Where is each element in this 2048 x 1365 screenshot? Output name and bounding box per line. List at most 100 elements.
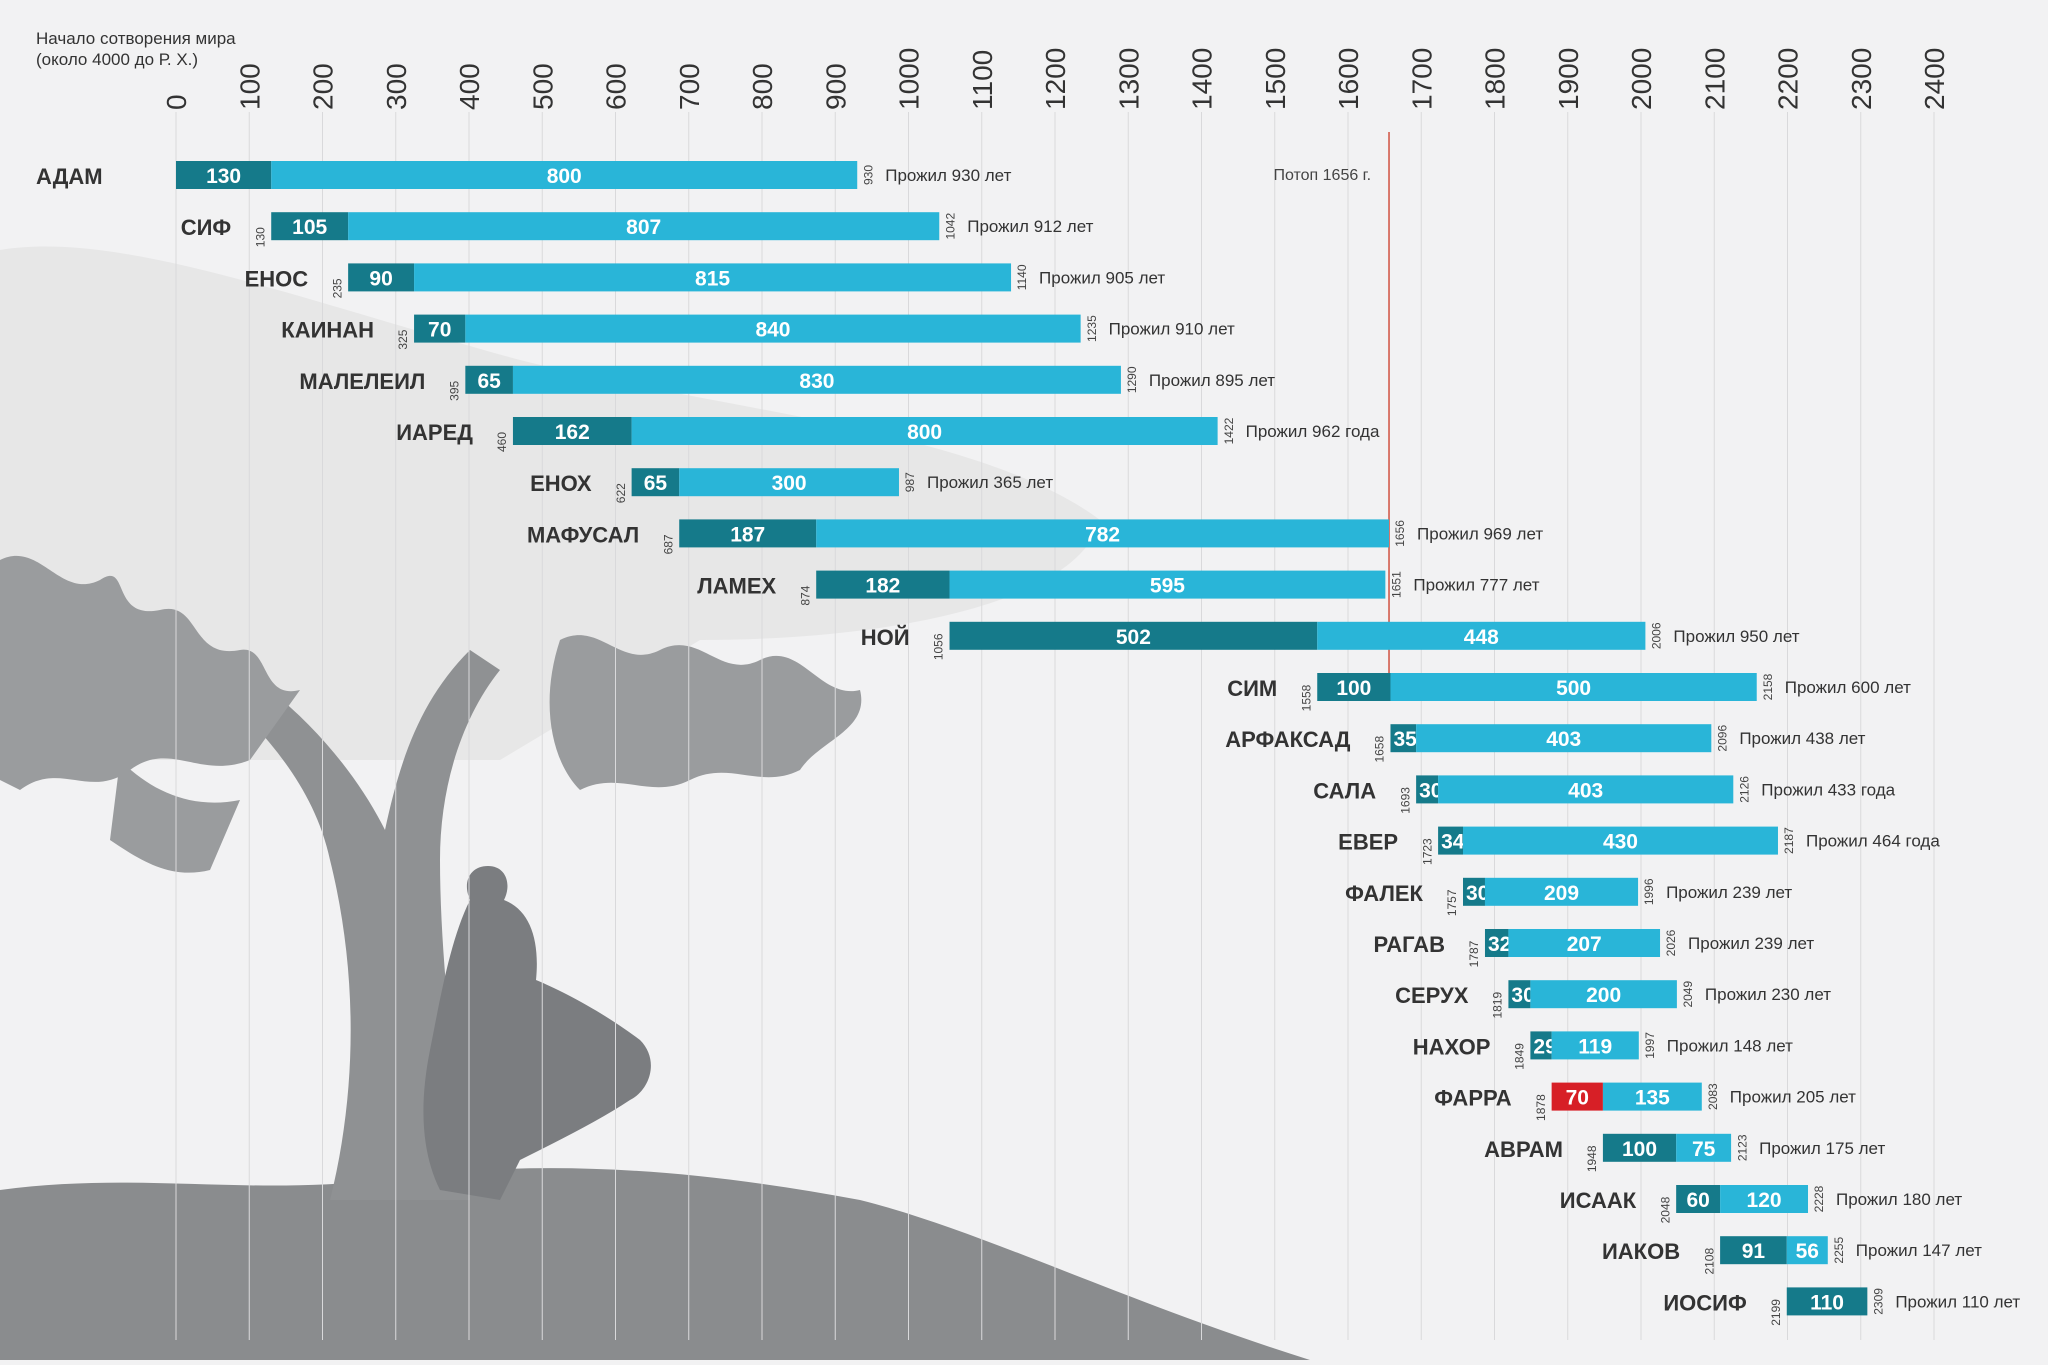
person-name: ЕНОХ <box>530 471 592 496</box>
bar-after <box>679 468 899 497</box>
death-year-label: 2049 <box>1681 981 1695 1008</box>
bar-before <box>1438 826 1464 855</box>
bar-after <box>631 417 1218 445</box>
lifespan-label: Прожил 239 лет <box>1666 883 1792 902</box>
death-year-label: 2006 <box>1650 622 1664 649</box>
lifespan-label: Прожил 930 лет <box>885 166 1011 185</box>
bar-before <box>1530 1031 1552 1060</box>
death-year-label: 2158 <box>1761 673 1775 700</box>
death-year-label: 2228 <box>1812 1185 1826 1212</box>
value-label-before: 70 <box>1566 1087 1589 1110</box>
lifespan-label: Прожил 950 лет <box>1673 627 1799 646</box>
bar-after <box>816 519 1390 548</box>
flood-label: Потоп 1656 г. <box>1273 167 1371 184</box>
birth-year-label: 874 <box>798 585 812 605</box>
value-label-after: 207 <box>1567 933 1602 956</box>
x-tick-label: 1600 <box>1333 48 1364 110</box>
x-tick-label: 2400 <box>1919 48 1950 110</box>
value-label-after: 119 <box>1578 1035 1612 1058</box>
bar-after <box>1551 1031 1639 1060</box>
birth-year-label: 130 <box>253 227 267 247</box>
birth-year-label: 687 <box>661 534 675 554</box>
value-label-after: 448 <box>1464 626 1499 649</box>
value-label-after: 300 <box>772 472 807 495</box>
tree-illustration <box>0 246 1310 1360</box>
bar-before <box>1463 877 1485 906</box>
bar-after <box>949 570 1386 599</box>
birth-year-label: 622 <box>614 483 628 503</box>
value-label-after: 430 <box>1603 831 1638 854</box>
value-label-before: 100 <box>1336 677 1371 700</box>
bar-after <box>1530 980 1677 1009</box>
value-label-before: 502 <box>1116 626 1151 649</box>
x-tick-label: 1100 <box>967 50 998 110</box>
lifespan-label: Прожил 148 лет <box>1667 1036 1793 1055</box>
x-tick-label: 100 <box>234 63 265 110</box>
person-name: ИОСИФ <box>1663 1290 1747 1315</box>
x-tick-label: 1500 <box>1260 48 1291 110</box>
bar-before <box>679 519 817 548</box>
x-axis-ticks: 0 100 200 300 400 500 600 700 800 900 1000 1100 1200… <box>161 48 1950 110</box>
person-name: ИАРЕД <box>396 420 473 445</box>
birth-year-label: 1056 <box>932 633 946 660</box>
value-label-before: 105 <box>292 216 327 239</box>
bar-after <box>1463 826 1778 855</box>
x-tick-label: 900 <box>820 63 851 110</box>
lifespan-label: Прожил 464 года <box>1806 832 1940 851</box>
value-label-before: 29 <box>1533 1035 1556 1058</box>
value-label-before: 30 <box>1511 984 1534 1007</box>
bar-before <box>1484 929 1509 957</box>
value-label-after: 782 <box>1085 523 1120 546</box>
birth-year-label: 1948 <box>1585 1145 1599 1172</box>
bar-after <box>1484 877 1639 906</box>
death-year-label: 2096 <box>1715 725 1729 752</box>
x-tick-label: 2200 <box>1773 48 1804 110</box>
x-tick-label: 400 <box>454 63 485 110</box>
bar-after <box>414 263 1012 292</box>
bar-after <box>1602 1082 1702 1111</box>
death-year-label: 1290 <box>1125 366 1139 393</box>
x-tick-label: 2000 <box>1626 48 1657 110</box>
person-name: АВРАМ <box>1484 1137 1563 1162</box>
death-year-label: 987 <box>903 472 917 492</box>
value-label-after: 403 <box>1568 779 1603 802</box>
bar-after <box>271 161 858 189</box>
x-tick-label: 1900 <box>1553 48 1584 110</box>
x-tick-label: 1000 <box>894 48 925 110</box>
death-year-label: 1656 <box>1393 520 1407 547</box>
value-label-after: 56 <box>1796 1240 1819 1263</box>
bar-after <box>1676 1133 1732 1162</box>
person-name: МАЛЕЛЕИЛ <box>299 369 425 394</box>
person-name: ЛАМЕХ <box>697 574 776 599</box>
value-label-before: 187 <box>730 523 765 546</box>
bar-before <box>176 161 272 189</box>
x-tick-label: 200 <box>308 63 339 110</box>
x-tick-label: 700 <box>674 63 705 110</box>
person-name: ИАКОВ <box>1602 1239 1680 1264</box>
death-year-label: 1997 <box>1643 1032 1657 1059</box>
bar-before <box>1786 1287 1868 1316</box>
axis-caption-line2: (около 4000 до Р. Х.) <box>36 50 199 69</box>
bar-before <box>414 314 466 343</box>
x-tick-label: 1200 <box>1040 48 1071 110</box>
birth-year-label: 1658 <box>1373 736 1387 763</box>
bar-before <box>949 621 1318 650</box>
person-name: СИФ <box>181 215 232 240</box>
sitting-figure <box>423 866 651 1200</box>
bar-after <box>512 365 1121 394</box>
value-label-before: 110 <box>1810 1291 1844 1314</box>
bar-before <box>631 468 680 497</box>
death-year-label: 930 <box>861 165 875 185</box>
lifespan-label: Прожил 910 лет <box>1109 320 1235 339</box>
tree-haze <box>0 246 1100 760</box>
axis-caption: Начало сотворения мира (около 4000 до Р.… <box>36 28 236 70</box>
value-label-before: 30 <box>1419 779 1442 802</box>
x-tick-label: 600 <box>601 63 632 110</box>
person-name: САЛА <box>1313 778 1376 803</box>
person-name: АРФАКСАД <box>1225 727 1351 752</box>
bar-before <box>1551 1082 1603 1111</box>
bar-after <box>1508 929 1661 957</box>
axis-caption-line1: Начало сотворения мира <box>36 29 236 48</box>
